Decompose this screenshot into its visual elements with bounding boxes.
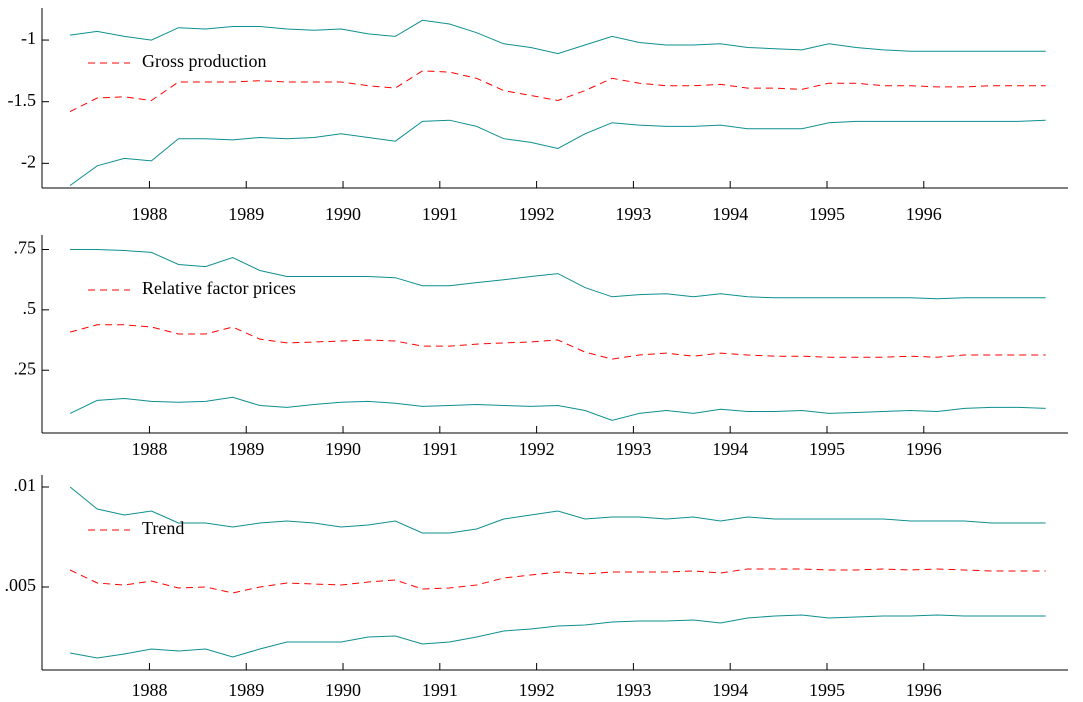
x-tick-label: 1989 bbox=[228, 680, 264, 700]
x-tick-label: 1996 bbox=[906, 439, 942, 459]
x-tick-label: 1988 bbox=[131, 439, 167, 459]
legend-label: Relative factor prices bbox=[142, 278, 296, 298]
series-line bbox=[69, 119, 1046, 186]
panel: .25 .5 .75 1988 1989 1990 1991 1992 1993 1994 1995… bbox=[14, 235, 1068, 459]
x-tick-label: 1993 bbox=[615, 680, 651, 700]
panel: .005 .01 1988 1989 1990 1991 1992 1993 1994 1995 1… bbox=[5, 475, 1068, 700]
series-line bbox=[69, 324, 1046, 360]
x-tick-label: 1991 bbox=[422, 204, 458, 224]
x-tick-label: 1995 bbox=[809, 204, 845, 224]
x-tick-label: 1996 bbox=[906, 680, 942, 700]
x-tick-label: 1990 bbox=[325, 439, 361, 459]
x-tick-label: 1989 bbox=[228, 439, 264, 459]
x-tick-label: 1991 bbox=[422, 680, 458, 700]
x-tick-label: 1990 bbox=[325, 680, 361, 700]
x-tick-label: 1994 bbox=[712, 680, 748, 700]
series-line bbox=[69, 568, 1046, 594]
panel: -2 -1.5 -1 1988 1989 1990 1991 1992 1993 1994 1995… bbox=[8, 8, 1068, 224]
x-tick-label: 1991 bbox=[422, 439, 458, 459]
y-tick-label: .5 bbox=[23, 298, 37, 318]
x-tick-label: 1992 bbox=[519, 439, 555, 459]
y-tick-label: .25 bbox=[14, 358, 37, 378]
series-line bbox=[69, 486, 1046, 534]
y-tick-label: -1 bbox=[21, 28, 36, 48]
x-tick-label: 1993 bbox=[615, 204, 651, 224]
x-tick-label: 1994 bbox=[712, 439, 748, 459]
x-tick-label: 1993 bbox=[615, 439, 651, 459]
series-line bbox=[69, 70, 1046, 113]
series-line bbox=[70, 19, 1046, 55]
x-tick-label: 1994 bbox=[712, 204, 748, 224]
series-line bbox=[70, 614, 1046, 659]
x-tick-label: 1988 bbox=[131, 680, 167, 700]
x-tick-label: 1996 bbox=[906, 204, 942, 224]
y-tick-label: .75 bbox=[14, 238, 37, 258]
x-tick-label: 1992 bbox=[519, 680, 555, 700]
x-tick-label: 1988 bbox=[131, 204, 167, 224]
y-tick-label: -2 bbox=[21, 151, 36, 171]
x-tick-label: 1995 bbox=[809, 680, 845, 700]
y-tick-label: .005 bbox=[5, 575, 37, 595]
x-tick-label: 1992 bbox=[519, 204, 555, 224]
series-line bbox=[69, 396, 1046, 421]
legend-label: Gross production bbox=[142, 51, 267, 71]
legend-label: Trend bbox=[142, 518, 184, 538]
series-line bbox=[70, 249, 1046, 300]
x-tick-label: 1990 bbox=[325, 204, 361, 224]
y-tick-label: .01 bbox=[14, 475, 37, 495]
x-tick-label: 1989 bbox=[228, 204, 264, 224]
x-tick-label: 1995 bbox=[809, 439, 845, 459]
y-tick-label: -1.5 bbox=[8, 90, 37, 110]
